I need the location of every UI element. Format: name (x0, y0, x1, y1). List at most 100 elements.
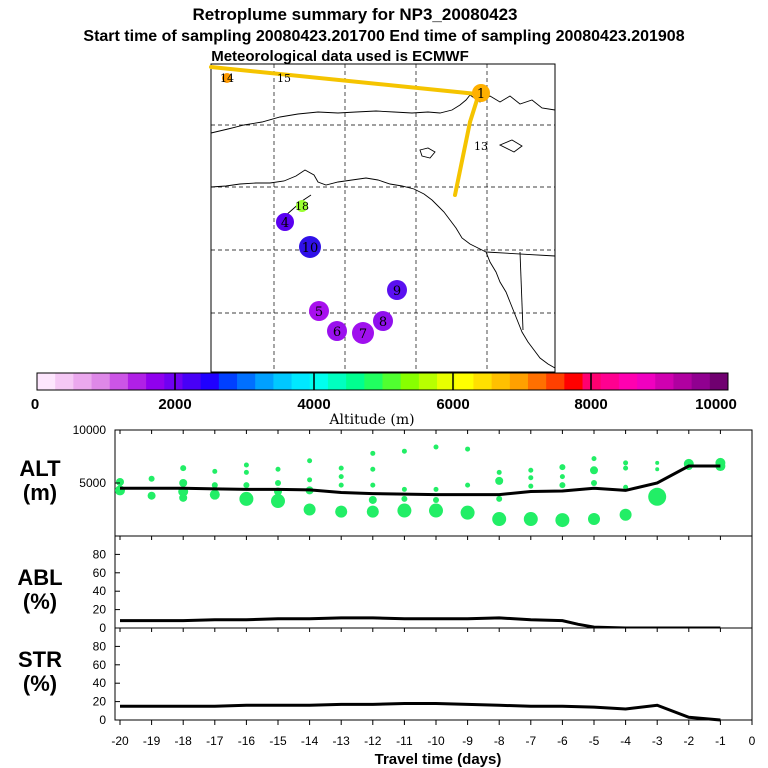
alt-scatter-point (307, 477, 313, 483)
abl-ytick-80: 80 (93, 547, 107, 561)
colorbar-cell (691, 373, 711, 390)
svg-text:5: 5 (315, 305, 323, 320)
colorbar-cell (473, 373, 493, 390)
alt-scatter-point (492, 512, 507, 527)
marker-day-8: 8 (373, 311, 393, 331)
str-label: STR (18, 647, 62, 672)
colorbar-cell (273, 373, 293, 390)
x-tick--15: -15 (269, 734, 287, 748)
alt-scatter-point (303, 503, 316, 516)
alt-scatter-point (623, 460, 629, 466)
marker-day-13: 13 (474, 140, 488, 153)
x-tick--16: -16 (238, 734, 256, 748)
alt-scatter-point (116, 477, 124, 486)
alt-median-line (120, 464, 721, 497)
abl-ytick-40: 40 (93, 584, 107, 598)
alt-scatter-point (401, 495, 408, 502)
colorbar-cell (127, 373, 147, 390)
alt-scatter-point (307, 458, 313, 464)
str-ytick-20: 20 (93, 695, 107, 709)
str-panel: STR (%) 80 60 40 20 0 (18, 627, 753, 727)
abl-yticks: 80 60 40 20 0 (93, 547, 120, 635)
colorbar-cell (364, 373, 383, 390)
met-data-line: Meteorological data used is ECMWF (211, 48, 469, 65)
colorbar-cell (182, 373, 202, 390)
alt-scatter-point (338, 465, 344, 471)
str-line (120, 701, 721, 722)
alt-scatter-point (433, 486, 439, 492)
alt-scatter-point (338, 474, 344, 480)
alt-scatter-point (209, 489, 220, 500)
str-unit: (%) (23, 671, 57, 696)
alt-scatter-point (433, 444, 439, 450)
alt-ytick-10000: 10000 (73, 423, 107, 437)
alt-scatter-point (243, 482, 250, 489)
alt-scatter-point (370, 482, 376, 488)
alt-scatter-point (523, 512, 538, 527)
colorbar-cell (437, 373, 456, 390)
colorbar-cell (237, 373, 256, 390)
sampling-times: Start time of sampling 20080423.201700 E… (83, 28, 684, 45)
colorbar-cell (327, 373, 347, 390)
colorbar-cell (655, 373, 674, 390)
x-tick--14: -14 (301, 734, 319, 748)
colorbar-cells (37, 373, 729, 390)
alt-scatter-point (335, 505, 348, 518)
colorbar-cell (91, 373, 111, 390)
alt-scatter-point (429, 503, 443, 518)
svg-text:7: 7 (359, 327, 367, 342)
x-tick--9: -9 (462, 734, 473, 748)
day-markers: 1 4 5 6 7 8 9 (220, 72, 490, 344)
svg-text:4: 4 (281, 216, 289, 231)
colorbar-cell (146, 373, 165, 390)
colorbar-cell (291, 373, 311, 390)
alt-scatter-point (590, 466, 598, 475)
colorbar-cell (455, 373, 474, 390)
x-tick--17: -17 (206, 734, 224, 748)
alt-scatter-point (528, 467, 534, 473)
alt-scatter-point (370, 450, 376, 456)
alt-scatter-point (271, 494, 285, 509)
colorbar-tick-4000: 4000 (297, 396, 330, 413)
x-tick--1: -1 (715, 734, 726, 748)
alt-panel: ALT (m) 10000 5000 (19, 423, 753, 537)
alt-scatter-point (465, 446, 471, 452)
alt-scatter-point (496, 469, 502, 475)
x-tick--2: -2 (683, 734, 694, 748)
colorbar-tick-0: 0 (31, 396, 39, 413)
colorbar-axis-label: Altitude (m) (328, 412, 414, 428)
colorbar-cell (509, 373, 529, 390)
abl-label: ABL (17, 565, 62, 590)
svg-text:1: 1 (477, 87, 485, 102)
alt-unit: (m) (23, 480, 57, 505)
colorbar-cell (109, 373, 129, 390)
colorbar-cell (164, 373, 183, 390)
colorbar-cell (418, 373, 438, 390)
marker-day-10: 10 (299, 236, 321, 258)
str-ytick-80: 80 (93, 639, 107, 653)
colorbar-frame (36, 372, 729, 391)
x-axis-label: Travel time (days) (375, 751, 502, 768)
str-yticks: 80 60 40 20 0 (93, 639, 120, 727)
x-tick--7: -7 (525, 734, 536, 748)
alt-scatter-point (559, 482, 566, 489)
x-axis-ticks: -20 -19 -18 -17 -16 -15 -14 -13 -12 -11 -10 -9 -8 -7-… (111, 430, 756, 748)
x-tick--3: -3 (652, 734, 663, 748)
alt-scatter-point (619, 508, 632, 521)
alt-scatter-point (338, 482, 344, 488)
colorbar-major-ticks (174, 373, 592, 390)
colorbar-cell (346, 373, 365, 390)
alt-scatter-point (559, 464, 566, 471)
alt-scatter-point (148, 475, 155, 482)
str-ytick-0: 0 (99, 713, 106, 727)
alt-scatter-point (275, 480, 281, 486)
colorbar-tick-10000: 10000 (695, 396, 737, 413)
alt-scatter-point (370, 466, 376, 472)
map-gridlines (211, 64, 555, 372)
chart-title: Retroplume summary for NP3_20080423 (192, 5, 517, 24)
x-tick--11: -11 (396, 734, 413, 748)
marker-day-6: 6 (327, 321, 347, 341)
abl-ytick-0: 0 (99, 621, 106, 635)
alt-scatter-point (401, 448, 407, 454)
alt-scatter-point (366, 505, 379, 518)
